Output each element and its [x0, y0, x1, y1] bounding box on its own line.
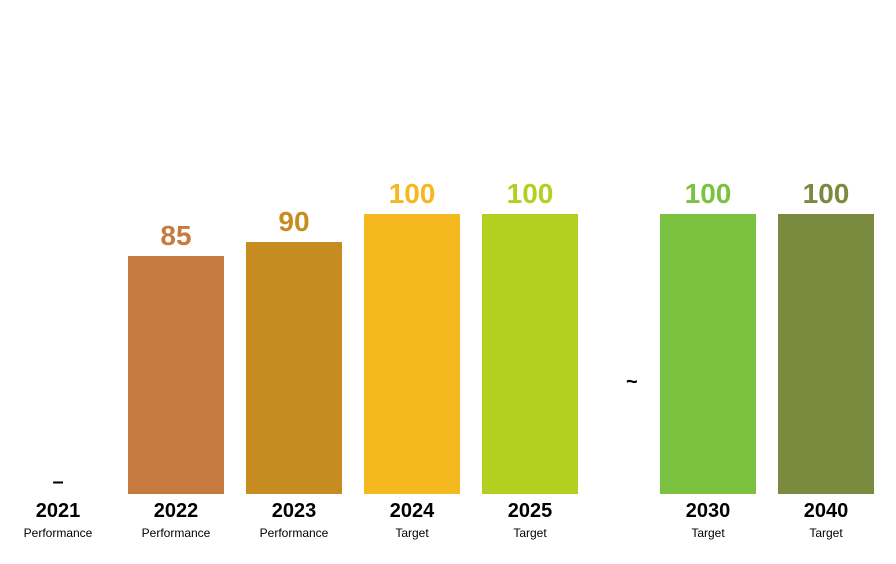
- bar-value-label: 100: [507, 180, 554, 208]
- bar: [128, 256, 224, 494]
- bar-group-2023: 902023Performance: [246, 208, 342, 494]
- bar-value-dash: –: [52, 472, 63, 492]
- bar-year-label: 2024: [364, 500, 460, 523]
- bar-value-label: 100: [803, 180, 850, 208]
- bar-year-label: 2021: [10, 500, 106, 523]
- bar-sublabel: Target: [660, 526, 756, 540]
- bar-sublabel: Target: [364, 526, 460, 540]
- bar-sublabel: Performance: [128, 526, 224, 540]
- bar-sublabel: Target: [778, 526, 874, 540]
- bar-sublabel: Target: [482, 526, 578, 540]
- bar-year-label: 2025: [482, 500, 578, 523]
- bar-year-label: 2030: [660, 500, 756, 523]
- bar-group-2022: 852022Performance: [128, 222, 224, 494]
- bar-chart: –2021Performance852022Performance902023P…: [0, 0, 896, 564]
- bar-group-2025: 1002025Target: [482, 180, 578, 494]
- bar-group-2024: 1002024Target: [364, 180, 460, 494]
- bar-sublabel: Performance: [246, 526, 342, 540]
- bar-value-label: 85: [160, 222, 191, 250]
- bar: [660, 214, 756, 494]
- bar: [482, 214, 578, 494]
- bar: [246, 242, 342, 494]
- bar-group-2040: 1002040Target: [778, 180, 874, 494]
- bar-year-label: 2022: [128, 500, 224, 523]
- bar-value-label: 100: [389, 180, 436, 208]
- bar-year-label: 2023: [246, 500, 342, 523]
- bar-value-label: 90: [278, 208, 309, 236]
- bar-group-2030: 1002030Target: [660, 180, 756, 494]
- bar-year-label: 2040: [778, 500, 874, 523]
- bar: [364, 214, 460, 494]
- bar-sublabel: Performance: [10, 526, 106, 540]
- time-gap-separator: ~: [626, 371, 638, 394]
- bar: [778, 214, 874, 494]
- bar-value-label: 100: [685, 180, 732, 208]
- bar-group-2021: –2021Performance: [10, 472, 106, 494]
